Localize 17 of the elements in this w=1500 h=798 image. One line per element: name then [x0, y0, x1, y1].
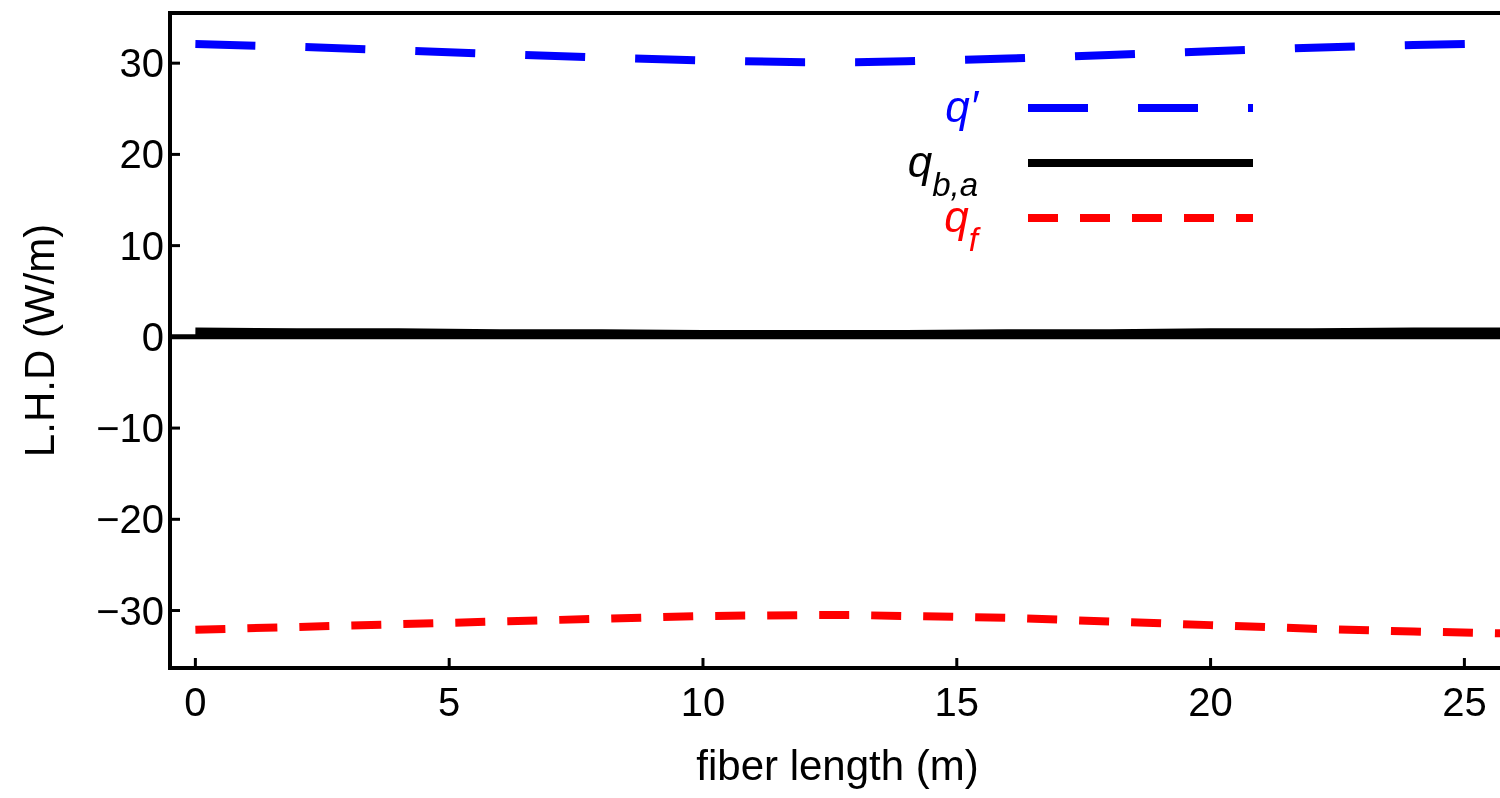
y-tick-label: −20 [96, 497, 164, 542]
legend-entry: q′ [945, 82, 1253, 131]
y-tick-label: 0 [141, 314, 164, 359]
x-tick-label: 25 [1442, 680, 1487, 724]
x-tick-label: 15 [934, 680, 980, 724]
series-label: q′ [945, 82, 980, 131]
x-tick-label: 0 [184, 680, 207, 724]
y-tick-label: −30 [96, 588, 164, 633]
y-tick-label: 30 [119, 41, 164, 86]
x-axis-title: fiber length (m) [696, 742, 979, 789]
y-tick-label: −10 [96, 406, 164, 451]
y-axis-title: L.H.D (W/m) [16, 223, 63, 458]
y-tick-label: 20 [119, 132, 164, 177]
x-tick-label: 5 [438, 680, 461, 724]
x-tick-label: 20 [1188, 680, 1233, 724]
x-tick-label: 10 [680, 680, 726, 724]
y-tick-label: 10 [119, 223, 164, 268]
